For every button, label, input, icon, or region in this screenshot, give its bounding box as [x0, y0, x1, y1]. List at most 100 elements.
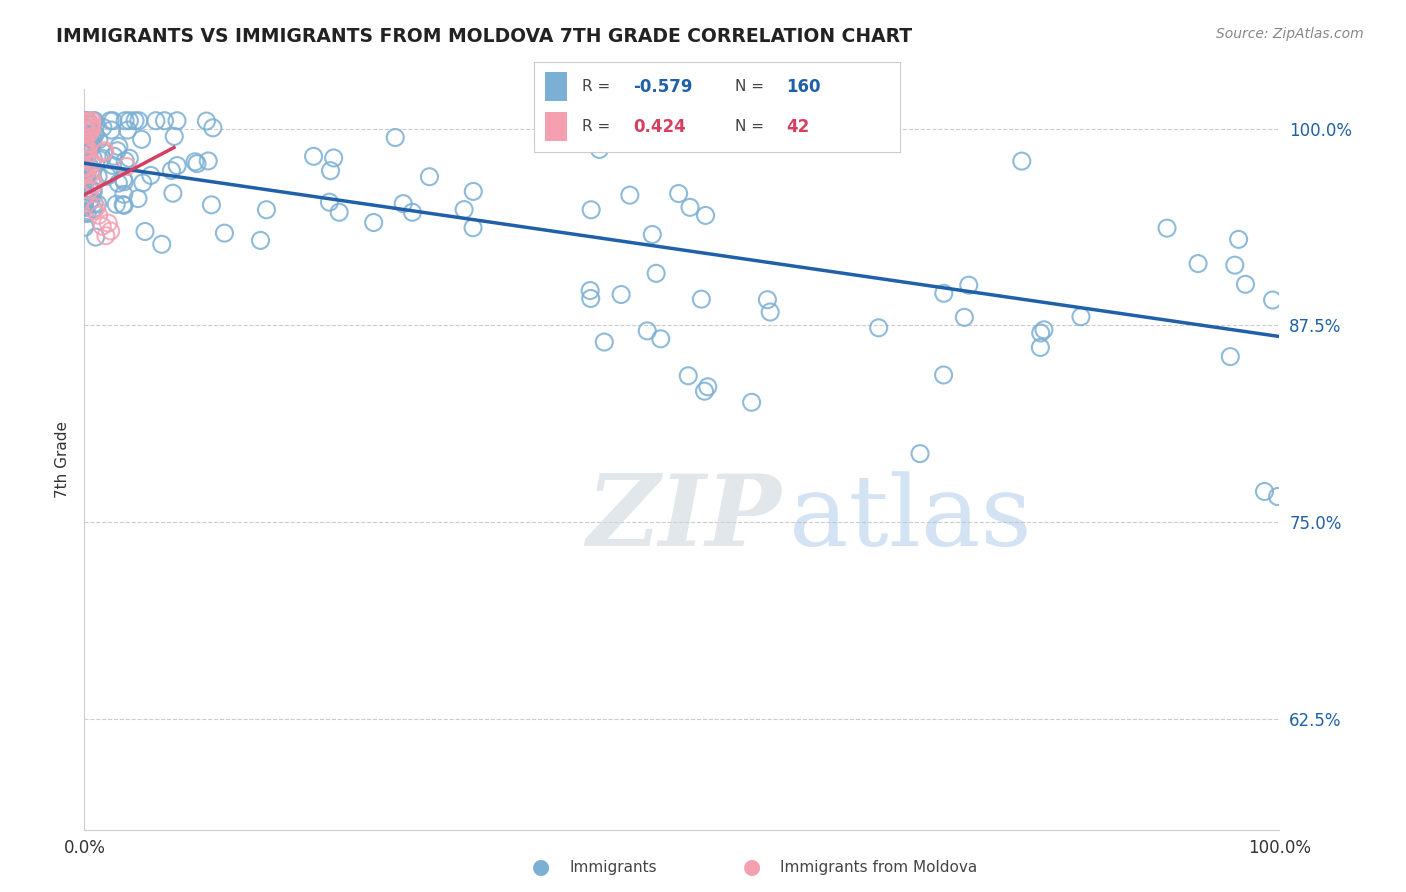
Point: [932, 286, 955, 301]
Point: [91, 120, 114, 135]
Point: [77, 121, 100, 136]
Point: [83, 126, 105, 140]
Point: [166, 113, 188, 128]
Point: [73, 161, 96, 175]
Point: [318, 195, 340, 210]
Point: [80, 165, 103, 179]
Point: [79, 160, 101, 174]
Point: [87, 169, 110, 184]
Point: [1070, 310, 1092, 324]
Point: [610, 287, 633, 301]
Text: R =: R =: [582, 120, 614, 134]
Point: [80, 113, 103, 128]
Point: [75, 172, 97, 186]
Point: [319, 163, 342, 178]
Point: [76, 189, 98, 203]
Point: [107, 176, 129, 190]
Point: [214, 226, 236, 240]
Point: [80, 116, 103, 130]
Point: [1223, 258, 1246, 272]
Point: [101, 113, 124, 128]
Point: [98, 168, 121, 182]
Point: [77, 183, 100, 197]
Point: [105, 197, 128, 211]
Point: [1253, 484, 1275, 499]
Y-axis label: 7th Grade: 7th Grade: [55, 421, 70, 498]
Point: [79, 194, 101, 209]
Point: [695, 209, 717, 223]
Point: [127, 192, 149, 206]
Point: [145, 113, 167, 128]
Point: [117, 123, 139, 137]
Point: [328, 205, 350, 219]
Point: [76, 143, 98, 157]
Point: [73, 220, 96, 235]
Point: [112, 175, 135, 189]
Point: [80, 138, 103, 153]
Point: [112, 172, 135, 186]
Text: N =: N =: [735, 79, 769, 94]
Point: [73, 135, 96, 149]
Text: -0.579: -0.579: [633, 78, 693, 95]
Point: [73, 174, 96, 188]
Point: [200, 198, 222, 212]
Point: [73, 138, 96, 153]
Point: [79, 167, 101, 181]
Point: [73, 113, 96, 128]
Point: [131, 132, 153, 146]
Point: [249, 234, 271, 248]
Point: [108, 139, 131, 153]
Point: [1267, 490, 1289, 504]
Point: [73, 131, 96, 145]
Text: Source: ZipAtlas.com: Source: ZipAtlas.com: [1216, 27, 1364, 41]
Point: [461, 220, 484, 235]
Point: [579, 202, 602, 217]
Point: [75, 184, 97, 198]
Point: [128, 113, 150, 128]
Text: ●: ●: [744, 857, 761, 877]
Point: [134, 225, 156, 239]
Point: [73, 201, 96, 215]
Point: [619, 188, 641, 202]
Point: [363, 215, 385, 229]
Bar: [546, 72, 567, 101]
Point: [73, 144, 96, 158]
Point: [197, 153, 219, 168]
Point: [77, 145, 100, 159]
Point: [73, 119, 96, 133]
Point: [453, 202, 475, 217]
Point: [112, 187, 135, 202]
Point: [756, 293, 779, 307]
Point: [101, 158, 124, 172]
Point: [139, 169, 162, 183]
Point: [76, 142, 98, 156]
Point: [160, 163, 183, 178]
Point: [112, 197, 135, 211]
Point: [1234, 277, 1257, 292]
Point: [100, 123, 122, 137]
Point: [73, 169, 96, 183]
Point: [79, 126, 101, 140]
Point: [114, 113, 136, 128]
Point: [1156, 221, 1178, 235]
Point: [79, 122, 101, 136]
Point: [124, 113, 146, 128]
Point: [86, 197, 108, 211]
Point: [668, 186, 690, 201]
Point: [80, 122, 103, 136]
Point: [73, 197, 96, 211]
Point: [690, 292, 713, 306]
Point: [93, 146, 115, 161]
Point: [75, 174, 97, 188]
Point: [73, 168, 96, 182]
Point: [75, 120, 97, 135]
Point: [87, 133, 110, 147]
Point: [201, 120, 224, 135]
Point: [186, 156, 208, 170]
Point: [75, 152, 97, 166]
Point: [80, 137, 103, 152]
Point: [77, 118, 100, 132]
Point: [76, 125, 98, 139]
Point: [579, 284, 602, 298]
Point: [94, 144, 117, 158]
